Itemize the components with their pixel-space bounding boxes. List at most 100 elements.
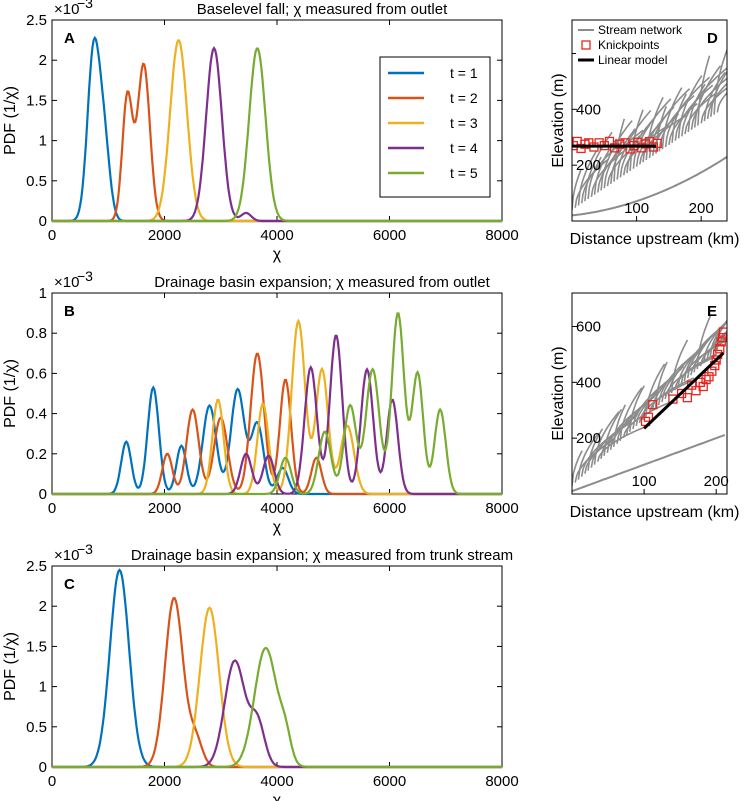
x-tick-label: 0 xyxy=(48,500,56,517)
plot-frame xyxy=(51,565,503,768)
x-axis-label: Distance upstream (km) xyxy=(570,231,740,248)
series-line-t5 xyxy=(52,312,502,496)
stream-profile xyxy=(587,428,604,471)
x-tick-label: 100 xyxy=(624,200,649,217)
x-tick-label: 8000 xyxy=(485,773,518,790)
legend-box xyxy=(576,22,694,68)
y-tick-label: 2 xyxy=(39,598,47,615)
y-tick-label: 0 xyxy=(39,759,47,776)
stream-profile xyxy=(713,47,727,115)
series-line-t5 xyxy=(52,646,502,769)
stream-profile xyxy=(577,432,600,480)
y-tick-label: 0.5 xyxy=(26,173,47,190)
y-scale-factor: ×10 xyxy=(54,274,79,291)
knickpoint-marker xyxy=(704,372,714,382)
stream-profile xyxy=(671,93,688,143)
x-axis-label: χ xyxy=(273,519,282,536)
x-tick-label: 2000 xyxy=(148,227,181,244)
legend-label: t = 2 xyxy=(450,90,478,106)
y-tick-label: 1 xyxy=(39,133,47,150)
series-line-t5 xyxy=(52,47,502,223)
stream-profile xyxy=(716,91,727,113)
panel-letter: E xyxy=(707,303,717,320)
legend-label: Knickpoints xyxy=(598,38,659,52)
y-tick-label: 0 xyxy=(39,486,47,503)
stream-profile xyxy=(645,363,666,417)
x-tick-label: 8000 xyxy=(485,500,518,517)
y-tick-label: 200 xyxy=(576,157,601,174)
y-scale-exponent: −3 xyxy=(77,541,93,557)
series-line-t1 xyxy=(52,568,502,769)
stream-profile xyxy=(616,109,652,180)
y-axis-label: PDF (1/χ) xyxy=(2,632,19,701)
y-tick-label: 2 xyxy=(39,52,47,69)
y-tick-label: 0.6 xyxy=(26,365,47,382)
x-tick-label: 6000 xyxy=(373,773,406,790)
stream-profile xyxy=(587,156,602,200)
stream-profile xyxy=(572,450,583,486)
knickpoint-marker xyxy=(707,366,717,376)
y-tick-label: 0.5 xyxy=(26,719,47,736)
knickpoint-marker xyxy=(718,327,727,337)
stream-network xyxy=(572,47,727,217)
y-tick-label: 0 xyxy=(39,213,47,230)
x-axis-label: χ xyxy=(273,246,282,263)
y-scale-factor: ×10 xyxy=(54,547,79,564)
stream-profile xyxy=(613,118,626,182)
stream-profile xyxy=(629,385,645,432)
y-scale-exponent: −3 xyxy=(77,268,93,284)
x-axis-label: χ xyxy=(273,792,282,801)
x-tick-label: 4000 xyxy=(260,227,293,244)
x-tick-label: 2000 xyxy=(148,500,181,517)
x-tick-label: 8000 xyxy=(485,227,518,244)
linear-model-line xyxy=(643,351,725,430)
panel-letter: A xyxy=(64,30,75,47)
stream-profile xyxy=(661,87,683,150)
x-tick-label: 100 xyxy=(632,473,657,490)
stream-profile xyxy=(584,131,613,202)
y-scale-exponent: −3 xyxy=(77,0,93,11)
knickpoint-marker xyxy=(648,400,658,410)
legend-label: Linear model xyxy=(598,53,667,67)
chart-title: Drainage basin expansion; χ measured fro… xyxy=(131,547,513,564)
stream-profile xyxy=(593,411,620,465)
legend-label: t = 4 xyxy=(450,140,478,156)
stream-profile xyxy=(600,120,633,191)
x-tick-label: 0 xyxy=(48,227,56,244)
stream-profile xyxy=(632,98,672,169)
x-tick-label: 6000 xyxy=(373,500,406,517)
legend-label: t = 1 xyxy=(450,65,478,81)
x-tick-label: 6000 xyxy=(373,227,406,244)
x-tick-label: 200 xyxy=(689,200,714,217)
y-tick-label: 400 xyxy=(576,101,601,118)
legend-label: Stream network xyxy=(598,23,683,37)
stream-profile xyxy=(645,96,664,161)
y-scale-factor: ×10 xyxy=(54,1,79,18)
knickpoint-marker xyxy=(701,374,711,385)
legend-swatch-knickpoint xyxy=(581,40,591,50)
x-tick-label: 0 xyxy=(48,773,56,790)
x-tick-label: 2000 xyxy=(148,773,181,790)
y-tick-label: 1.5 xyxy=(26,638,47,655)
knickpoint-marker xyxy=(643,412,654,422)
x-tick-label: 4000 xyxy=(260,773,293,790)
trunk-profile xyxy=(572,434,726,493)
knickpoint-marker xyxy=(682,393,692,403)
y-tick-label: 0.4 xyxy=(26,406,47,423)
x-tick-label: 4000 xyxy=(260,500,293,517)
y-tick-label: 1 xyxy=(39,285,47,302)
y-tick-label: 1 xyxy=(39,679,47,696)
y-tick-label: 2.5 xyxy=(26,558,47,575)
y-tick-label: 2.5 xyxy=(26,12,47,29)
y-tick-label: 1.5 xyxy=(26,92,47,109)
stream-profile xyxy=(619,387,643,441)
panel-c: 0 2000 4000 6000 8000 0 0.5 1 1.5 2 2.5 ×10−3 Draina… xyxy=(2,541,519,801)
stream-profile xyxy=(603,408,623,456)
knickpoint-marker xyxy=(652,138,662,149)
chart-title: Baselevel fall; χ measured from outlet xyxy=(197,1,448,18)
y-tick-label: 200 xyxy=(576,430,601,447)
y-tick-label: 600 xyxy=(576,319,601,336)
panel-b: 0 2000 4000 6000 8000 0 0.2 0.4 0.6 0.8 1 ×10−3 Drai… xyxy=(2,268,519,536)
y-tick-label: 0.8 xyxy=(26,325,47,342)
x-tick-label: 200 xyxy=(704,473,729,490)
